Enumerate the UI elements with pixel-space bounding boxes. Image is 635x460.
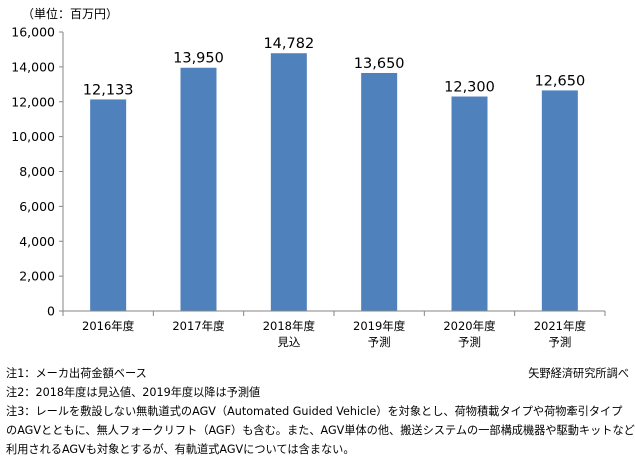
bar-value-label: 12,133 bbox=[83, 82, 134, 98]
bars: 12,133 13,950 14,782 13,650 12,300 12,650 bbox=[83, 36, 585, 312]
x-tick-label: 2021年度 bbox=[534, 319, 587, 333]
bar bbox=[451, 96, 488, 311]
bar bbox=[90, 99, 127, 311]
y-tick-label: 4,000 bbox=[19, 234, 55, 249]
unit-label: （単位：百万円） bbox=[22, 6, 118, 21]
bar bbox=[270, 53, 307, 311]
x-tick-label: 予測 bbox=[458, 335, 481, 349]
y-tick-label: 2,000 bbox=[19, 269, 55, 284]
x-tick-label: 2020年度 bbox=[443, 319, 496, 333]
x-tick-label: 2019年度 bbox=[353, 319, 406, 333]
note-3-line-3: 利用されるAGVも対象とするが、有軌道式AGVについては含まない。 bbox=[6, 443, 355, 456]
x-tick-label: 予測 bbox=[368, 335, 391, 349]
y-tick-label: 0 bbox=[47, 304, 55, 319]
x-tick-label: 2017年度 bbox=[172, 319, 225, 333]
footnotes: 注1：メーカ出荷金額ベース 矢野経済研究所調べ 注2：2018年度は見込値、20… bbox=[6, 364, 635, 459]
x-tick-label: 予測 bbox=[548, 335, 571, 349]
y-tick-label: 16,000 bbox=[11, 25, 55, 40]
x-tick-label: 2016年度 bbox=[82, 319, 135, 333]
y-tick-label: 14,000 bbox=[11, 59, 55, 74]
x-axis: 2016年度 2017年度 2018年度見込2019年度予測2020年度予測2021… bbox=[62, 310, 606, 349]
note-3-line-1: 注3：レールを敷設しない無軌道式のAGV（Automated Guided Ve… bbox=[6, 405, 623, 418]
y-tick-label: 12,000 bbox=[11, 94, 55, 109]
bar bbox=[541, 90, 578, 312]
bar bbox=[361, 72, 398, 312]
bar-value-label: 13,650 bbox=[354, 56, 405, 72]
x-tick-label: 2018年度 bbox=[263, 319, 316, 333]
bar-value-label: 12,300 bbox=[444, 80, 495, 96]
note-3-line-2: のAGVとともに、無人フォークリフト（AGF）も含む。また、AGV単体の他、搬送… bbox=[6, 424, 635, 437]
bar-value-label: 12,650 bbox=[534, 73, 585, 89]
y-tick-label: 8,000 bbox=[19, 164, 55, 179]
y-axis: 0 2,000 4,000 6,000 8,000 10,000 12,000 14,000 1… bbox=[11, 25, 64, 319]
note-2: 注2：2018年度は見込値、2019年度以降は予測値 bbox=[6, 386, 261, 399]
x-tick-label: 見込 bbox=[277, 335, 300, 349]
note-1: 注1：メーカ出荷金額ベース bbox=[6, 367, 147, 380]
bar-value-label: 14,782 bbox=[263, 36, 314, 52]
bar-chart: （単位：百万円） 0 2,000 4,000 6,000 8,000 10,000 12,0… bbox=[11, 6, 606, 349]
bar-value-label: 13,950 bbox=[173, 51, 224, 67]
y-tick-label: 6,000 bbox=[19, 199, 55, 214]
source-credit: 矢野経済研究所調べ bbox=[528, 367, 629, 380]
y-tick-label: 10,000 bbox=[11, 129, 55, 144]
bar bbox=[180, 67, 217, 311]
